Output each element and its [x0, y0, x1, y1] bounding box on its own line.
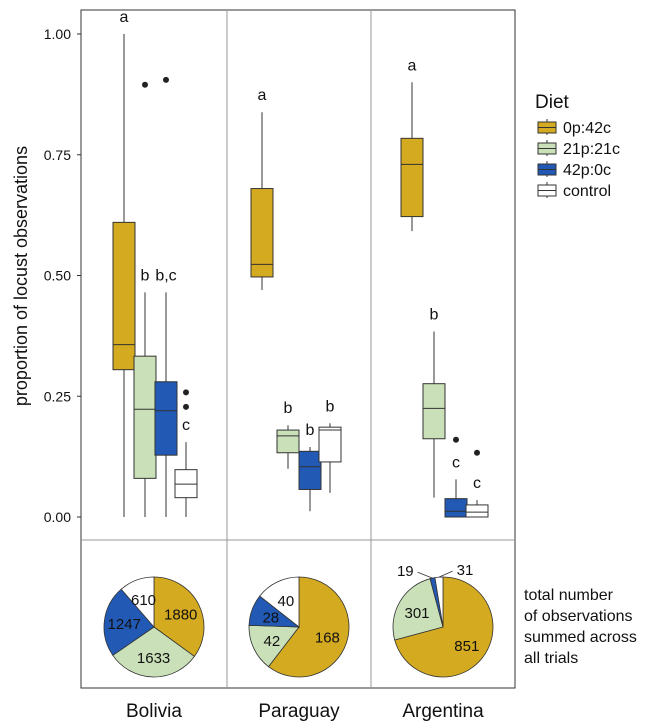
legend-item-0p42c: 0p:42c	[537, 119, 611, 137]
outlier-point	[474, 449, 480, 456]
pie-label: 1633	[137, 650, 170, 667]
y-axis-title: proportion of locust observations	[11, 146, 31, 406]
pie-label: 42	[264, 633, 281, 650]
pie-label: 28	[262, 610, 279, 627]
pie-label: 168	[315, 630, 340, 647]
pie-note: total number of observations summed across…	[524, 587, 637, 667]
outlier-point	[163, 76, 169, 83]
box	[112, 221, 136, 371]
box-bolivia-42p0c: b,c	[154, 76, 178, 517]
outlier-point	[183, 403, 189, 410]
box	[133, 355, 157, 479]
legend-title: Diet	[535, 92, 570, 113]
significance-letter: b,c	[155, 267, 176, 284]
pie-bolivia: 1880 1633 1247 610	[103, 576, 205, 678]
y-tick-label: 0.75	[44, 147, 71, 163]
legend-label: control	[563, 183, 611, 200]
pie-label: 301	[404, 605, 429, 622]
box-bolivia-control: c	[174, 389, 198, 517]
box-argentina-42p0c: c	[444, 436, 468, 518]
box-argentina-control: c	[465, 449, 489, 518]
legend-label: 0p:42c	[563, 120, 611, 137]
box-paraguay-control: b	[318, 398, 342, 493]
box-paraguay-21p21c: b	[276, 400, 300, 469]
pie-slice-control	[259, 576, 300, 628]
pie-leader-line	[438, 570, 453, 578]
significance-letter: c	[182, 417, 190, 434]
pie-slice-0p42c	[153, 576, 205, 657]
legend-item-21p21c: 21p:21c	[537, 140, 620, 158]
plot-frame	[80, 9, 516, 689]
box	[318, 426, 342, 463]
significance-letter: a	[408, 57, 417, 74]
box	[465, 504, 489, 518]
pie-slice-21p21c	[392, 578, 444, 641]
pie-label: 1247	[108, 616, 141, 633]
pie-slice-0p42c	[394, 576, 494, 678]
pie-label: 31	[457, 562, 474, 579]
outlier-point	[142, 81, 148, 88]
y-tick-label: 0.00	[44, 509, 71, 525]
box	[422, 383, 446, 440]
pie-label: 610	[131, 592, 156, 609]
box-argentina-0p42c: a	[400, 57, 424, 232]
pie-note-line: all trials	[524, 650, 578, 667]
box	[400, 137, 424, 218]
significance-letter: a	[120, 9, 129, 26]
pie-note-line: total number	[524, 587, 614, 604]
significance-letter: b	[326, 398, 335, 415]
box	[298, 450, 322, 490]
x-label-paraguay: Paraguay	[258, 701, 340, 722]
significance-letter: b	[284, 400, 293, 417]
legend: Diet 0p:42c 21p:21c 42p:0c control	[535, 92, 620, 200]
pie-label: 1880	[164, 606, 197, 623]
legend-label: 42p:0c	[563, 162, 611, 179]
significance-letter: c	[452, 454, 460, 471]
pie-slice-0p42c	[267, 576, 350, 678]
y-tick-label: 0.25	[44, 388, 71, 404]
significance-letter: b	[430, 307, 439, 324]
x-label-bolivia: Bolivia	[126, 701, 182, 722]
box-paraguay-42p0c: b	[298, 422, 322, 512]
pie-leader-line	[417, 571, 433, 579]
pie-slice-42p0c	[103, 588, 155, 656]
box	[250, 188, 274, 278]
legend-item-42p0c: 42p:0c	[537, 161, 611, 179]
box	[444, 498, 468, 518]
pie-label: 19	[397, 563, 414, 580]
y-tick-label: 0.50	[44, 268, 71, 284]
x-label-argentina: Argentina	[402, 701, 484, 722]
y-axis: 0.00 0.25 0.50 0.75 1.00 proportion of locust…	[11, 26, 81, 525]
significance-letter: b	[306, 422, 315, 439]
box-argentina-21p21c: b	[422, 307, 446, 498]
box	[276, 429, 300, 454]
box	[154, 381, 178, 456]
pie-slice-control	[434, 576, 444, 628]
box-bolivia-0p42c: a	[112, 9, 136, 517]
plot-border	[80, 9, 516, 689]
y-tick-label: 1.00	[44, 26, 71, 42]
pie-slice-21p21c	[248, 624, 300, 668]
pie-label: 40	[278, 593, 295, 610]
pie-slice-21p21c	[112, 626, 195, 678]
box-paraguay-0p42c: a	[250, 87, 274, 290]
pie-note-line: summed across	[524, 629, 637, 646]
box-bolivia-21p21c: b	[133, 81, 157, 517]
legend-label: 21p:21c	[563, 141, 620, 158]
legend-item-control: control	[537, 182, 611, 200]
outlier-point	[453, 436, 459, 443]
significance-letter: a	[258, 87, 267, 104]
pie-slice-control	[120, 576, 155, 629]
outlier-point	[183, 389, 189, 396]
pie-label: 851	[454, 638, 479, 655]
significance-letter: b	[141, 267, 150, 284]
pie-note-line: of observations	[524, 608, 633, 625]
x-axis-labels: Bolivia Paraguay Argentina	[126, 701, 484, 722]
significance-letter: c	[473, 475, 481, 492]
pie-argentina: 851 301 19 31	[392, 562, 494, 678]
